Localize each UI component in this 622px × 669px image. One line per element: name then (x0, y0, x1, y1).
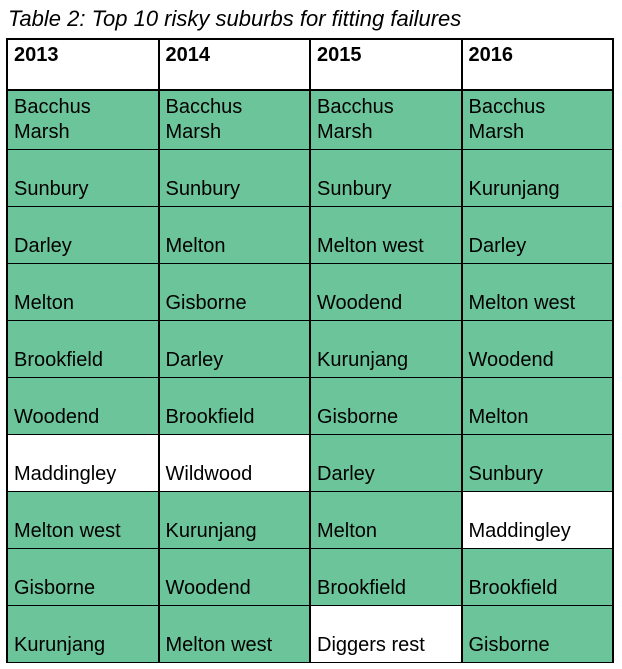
table-body: Bacchus MarshBacchus MarshBacchus MarshB… (7, 90, 613, 663)
table-cell: Wildwood (159, 435, 311, 492)
table-cell: Darley (462, 207, 614, 264)
table-header-row: 2013 2014 2015 2016 (7, 39, 613, 90)
table-cell: Gisborne (7, 549, 159, 606)
col-header-2013: 2013 (7, 39, 159, 90)
table-row: WoodendBrookfieldGisborneMelton (7, 378, 613, 435)
table-cell: Brookfield (462, 549, 614, 606)
table-cell: Woodend (7, 378, 159, 435)
table-cell: Melton west (159, 606, 311, 663)
table-row: MeltonGisborneWoodendMelton west (7, 264, 613, 321)
table-cell: Maddingley (462, 492, 614, 549)
table-cell: Kurunjang (462, 150, 614, 207)
risky-suburbs-table: 2013 2014 2015 2016 Bacchus MarshBacchus… (6, 38, 614, 663)
table-cell: Gisborne (462, 606, 614, 663)
table-row: BrookfieldDarleyKurunjangWoodend (7, 321, 613, 378)
table-row: KurunjangMelton westDiggers restGisborne (7, 606, 613, 663)
col-header-2016: 2016 (462, 39, 614, 90)
table-cell: Brookfield (159, 378, 311, 435)
table-cell: Woodend (159, 549, 311, 606)
table-cell: Melton west (462, 264, 614, 321)
table-cell: Melton west (310, 207, 462, 264)
table-cell: Sunbury (159, 150, 311, 207)
table-cell: Melton (310, 492, 462, 549)
table-cell: Gisborne (159, 264, 311, 321)
table-cell: Kurunjang (159, 492, 311, 549)
table-row: SunburySunburySunburyKurunjang (7, 150, 613, 207)
table-cell: Kurunjang (310, 321, 462, 378)
table-cell: Melton (462, 378, 614, 435)
table-cell: Gisborne (310, 378, 462, 435)
col-header-2014: 2014 (159, 39, 311, 90)
table-cell: Kurunjang (7, 606, 159, 663)
table-cell: Brookfield (310, 549, 462, 606)
table-row: MaddingleyWildwoodDarleySunbury (7, 435, 613, 492)
table-row: Bacchus MarshBacchus MarshBacchus MarshB… (7, 90, 613, 150)
table-cell: Melton (159, 207, 311, 264)
table-cell: Diggers rest (310, 606, 462, 663)
table-cell: Sunbury (7, 150, 159, 207)
table-cell: Sunbury (462, 435, 614, 492)
table-cell: Bacchus Marsh (159, 90, 311, 150)
table-row: Melton westKurunjangMeltonMaddingley (7, 492, 613, 549)
table-row: DarleyMeltonMelton westDarley (7, 207, 613, 264)
table-cell: Bacchus Marsh (7, 90, 159, 150)
table-cell: Sunbury (310, 150, 462, 207)
table-row: GisborneWoodendBrookfieldBrookfield (7, 549, 613, 606)
table-cell: Woodend (310, 264, 462, 321)
table-cell: Melton (7, 264, 159, 321)
table-cell: Brookfield (7, 321, 159, 378)
table-caption: Table 2: Top 10 risky suburbs for fittin… (8, 6, 616, 32)
table-cell: Woodend (462, 321, 614, 378)
table-cell: Darley (7, 207, 159, 264)
table-cell: Bacchus Marsh (462, 90, 614, 150)
table-cell: Darley (310, 435, 462, 492)
table-cell: Maddingley (7, 435, 159, 492)
col-header-2015: 2015 (310, 39, 462, 90)
table-cell: Bacchus Marsh (310, 90, 462, 150)
table-cell: Darley (159, 321, 311, 378)
table-cell: Melton west (7, 492, 159, 549)
